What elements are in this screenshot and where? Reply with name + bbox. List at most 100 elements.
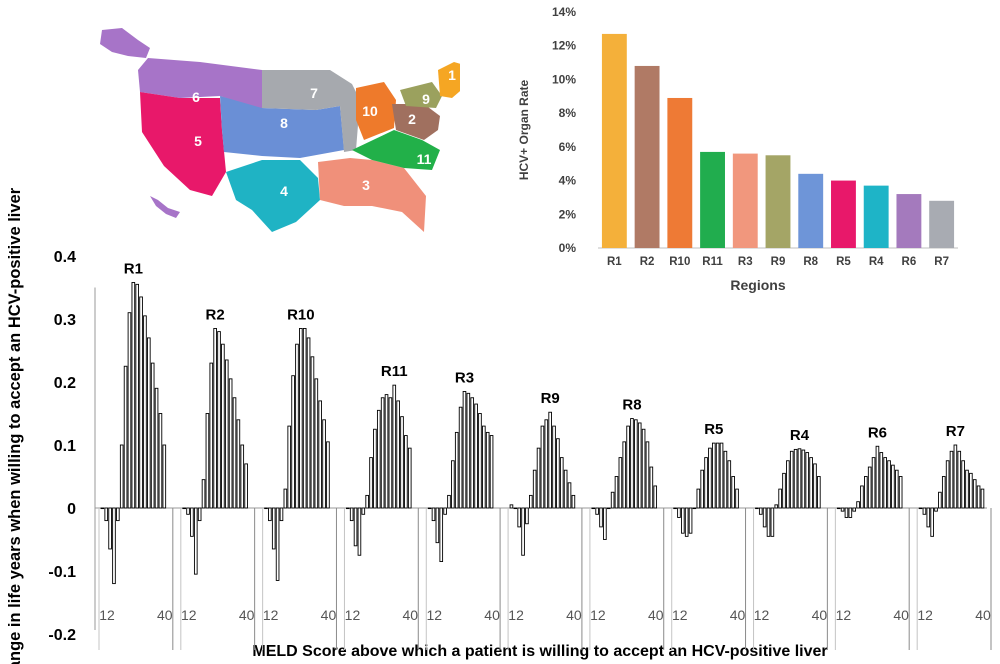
meld-bar-R7 [938, 491, 942, 509]
map-label-2: 2 [408, 111, 416, 127]
bar-chart-y-tick: 14% [552, 5, 576, 19]
meld-bar-R7 [953, 444, 958, 509]
meld-bar-R10 [279, 507, 284, 522]
meld-bar-R5 [700, 469, 704, 509]
meld-bar-R6 [848, 507, 853, 518]
meld-bar-R3 [458, 406, 463, 509]
meld-bar-R2 [197, 507, 202, 522]
meld-bar-R9 [571, 494, 576, 509]
meld-bar-R9 [544, 419, 549, 509]
x-tick-start: 12 [672, 607, 688, 623]
map-region-9 [400, 82, 442, 108]
meld-bar-R9 [509, 504, 514, 509]
x-tick-start: 12 [508, 607, 524, 623]
x-tick-end: 40 [321, 607, 337, 623]
meld-bar-R3 [466, 392, 471, 509]
bar-chart-y-tick: 8% [559, 106, 577, 120]
x-tick-start: 12 [99, 607, 115, 623]
meld-bar-R1 [154, 387, 159, 509]
main-chart-y-tick: -0.1 [48, 564, 76, 581]
map-region-2 [392, 104, 440, 140]
meld-bar-R5 [696, 488, 701, 509]
region-label-R9: R9 [541, 390, 560, 407]
meld-bar-R6 [883, 457, 887, 509]
meld-bar-R6 [844, 507, 849, 518]
meld-bar-R3 [443, 507, 447, 515]
meld-bar-R11 [380, 397, 385, 509]
region-label-R6: R6 [868, 424, 887, 441]
meld-bar-R9 [532, 469, 537, 509]
meld-bar-R4 [762, 507, 767, 528]
bar-chart-category-label: R7 [934, 256, 949, 268]
region-label-R10: R10 [287, 306, 315, 323]
meld-bar-R7 [949, 450, 954, 509]
x-tick-end: 40 [812, 607, 828, 623]
bar-chart-y-tick: 2% [559, 207, 577, 221]
meld-bar-R7 [922, 507, 927, 515]
bar-chart-category-label: R3 [738, 256, 753, 268]
meld-bar-R10 [291, 375, 295, 509]
x-tick-end: 40 [566, 607, 582, 623]
x-tick-start: 12 [917, 607, 933, 623]
meld-bar-R3 [462, 391, 467, 509]
meld-bar-R8 [599, 507, 603, 528]
bar-chart-category-label: R1 [607, 256, 622, 268]
meld-bar-R3 [482, 425, 486, 509]
bar-chart-y-tick: 6% [559, 140, 577, 154]
meld-bar-R7 [972, 479, 977, 509]
meld-bar-R3 [489, 435, 494, 509]
meld-bar-R8 [634, 419, 638, 509]
meld-bar-R4 [809, 457, 813, 509]
meld-bar-R6 [898, 476, 903, 509]
map-region-alaska [100, 28, 150, 58]
meld-bar-R10 [264, 507, 268, 510]
meld-bar-R5 [731, 476, 735, 509]
main-chart-y-tick: 0.2 [54, 375, 76, 392]
map-label-1: 1 [448, 67, 456, 83]
meld-bar-R5 [688, 507, 693, 534]
meld-bar-R3 [485, 431, 490, 509]
meld-bar-R10 [314, 378, 319, 509]
meld-bar-R5 [727, 460, 732, 509]
meld-bar-R1 [112, 507, 116, 585]
meld-bar-R4 [801, 449, 806, 509]
meld-bar-R5 [708, 447, 712, 509]
meld-bar-R9 [552, 425, 556, 509]
map-label-10: 10 [362, 103, 378, 119]
meld-bar-R1 [119, 444, 124, 509]
x-tick-end: 40 [239, 607, 255, 623]
meld-bar-R1 [143, 315, 147, 509]
meld-bar-R6 [891, 464, 895, 509]
meld-bar-R10 [302, 328, 307, 509]
meld-bar-R2 [213, 328, 217, 509]
map-region-8 [220, 96, 344, 158]
meld-bar-R3 [447, 494, 451, 509]
meld-bar-R11 [388, 397, 393, 509]
meld-bar-R7 [980, 488, 985, 509]
map-region-1 [438, 62, 460, 98]
x-tick-end: 40 [730, 607, 746, 623]
meld-bar-R9 [517, 507, 521, 528]
meld-bar-R7 [930, 507, 934, 537]
bar-R1 [601, 33, 627, 248]
meld-bar-R10 [310, 356, 315, 509]
meld-bar-R9 [556, 438, 560, 509]
main-chart-y-tick: 0 [67, 501, 76, 518]
meld-bar-R10 [295, 343, 299, 509]
meld-bar-R4 [789, 450, 794, 509]
meld-bar-R5 [704, 457, 708, 509]
meld-bar-R7 [969, 472, 973, 509]
meld-bar-R4 [766, 507, 771, 537]
bar-R2 [634, 65, 660, 248]
meld-bar-R4 [755, 507, 759, 510]
meld-bar-R1 [123, 365, 128, 509]
x-tick-start: 12 [836, 607, 852, 623]
meld-bar-R8 [610, 491, 615, 509]
meld-bar-R4 [758, 507, 763, 515]
meld-bar-R11 [365, 494, 369, 509]
meld-bar-R6 [887, 460, 891, 509]
meld-bar-R10 [283, 488, 288, 509]
meld-bar-R2 [186, 507, 190, 515]
meld-bar-R1 [147, 337, 151, 509]
